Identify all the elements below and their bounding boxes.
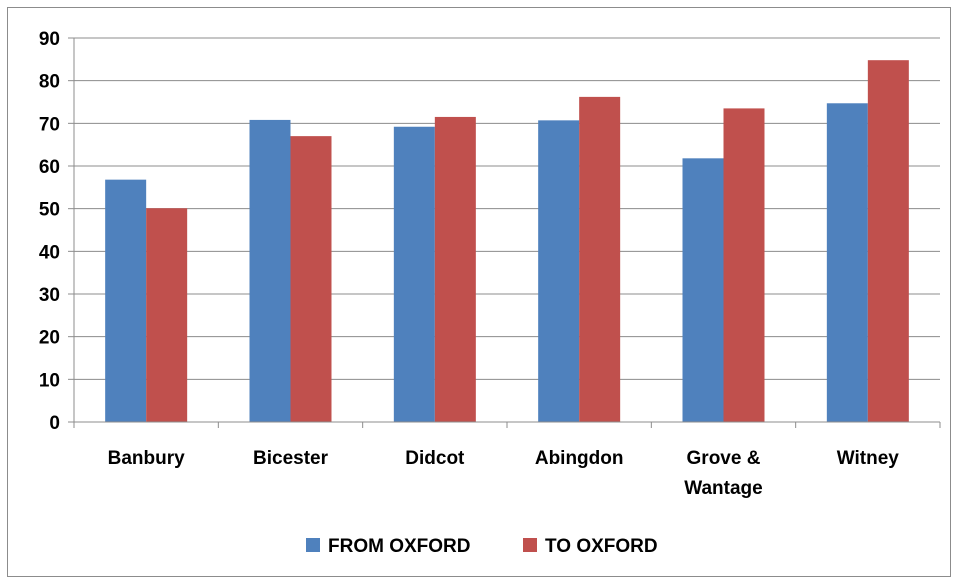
- x-category-labels: Banbury Bicester Didcot Abingdon Grove & Want…: [108, 448, 900, 499]
- bar-to-oxford: [867, 60, 909, 422]
- bars: [105, 60, 909, 423]
- x-category-label: Grove &: [687, 448, 761, 469]
- bar-from-oxford: [393, 126, 435, 422]
- bar-from-oxford: [105, 179, 147, 422]
- y-tick-label: 70: [39, 114, 60, 135]
- bar-to-oxford: [290, 136, 332, 422]
- x-category-label: Bicester: [253, 448, 329, 469]
- bar-to-oxford: [723, 108, 765, 423]
- y-tick-label: 20: [39, 328, 60, 349]
- bar-to-oxford: [579, 96, 621, 422]
- y-tick-labels: 0 10 20 30 40 50 60 70 80 90: [39, 29, 60, 434]
- y-tick-label: 40: [39, 242, 60, 263]
- x-category-label: Didcot: [405, 448, 465, 469]
- y-tick-label: 60: [39, 157, 60, 178]
- legend: FROM OXFORD TO OXFORD: [306, 536, 658, 557]
- y-tick-label: 90: [39, 29, 60, 50]
- bar-to-oxford: [146, 208, 188, 422]
- legend-label: FROM OXFORD: [328, 536, 471, 557]
- bar-from-oxford: [538, 120, 580, 422]
- y-tick-label: 0: [49, 413, 60, 434]
- bar-to-oxford: [434, 116, 476, 422]
- y-tick-label: 80: [39, 72, 60, 93]
- axes: [68, 37, 941, 428]
- x-category-label: Abingdon: [535, 448, 624, 469]
- x-category-label: Wantage: [684, 478, 762, 499]
- y-tick-label: 30: [39, 285, 60, 306]
- x-category-label: Witney: [837, 448, 900, 469]
- bar-from-oxford: [826, 103, 868, 422]
- x-category-label: Banbury: [108, 448, 186, 469]
- bar-from-oxford: [682, 158, 724, 422]
- y-tick-label: 10: [39, 370, 60, 391]
- legend-swatch: [306, 538, 320, 552]
- gridlines: [74, 37, 940, 380]
- y-tick-label: 50: [39, 200, 60, 221]
- bar-from-oxford: [249, 119, 291, 423]
- legend-swatch: [523, 538, 537, 552]
- legend-label: TO OXFORD: [545, 536, 658, 557]
